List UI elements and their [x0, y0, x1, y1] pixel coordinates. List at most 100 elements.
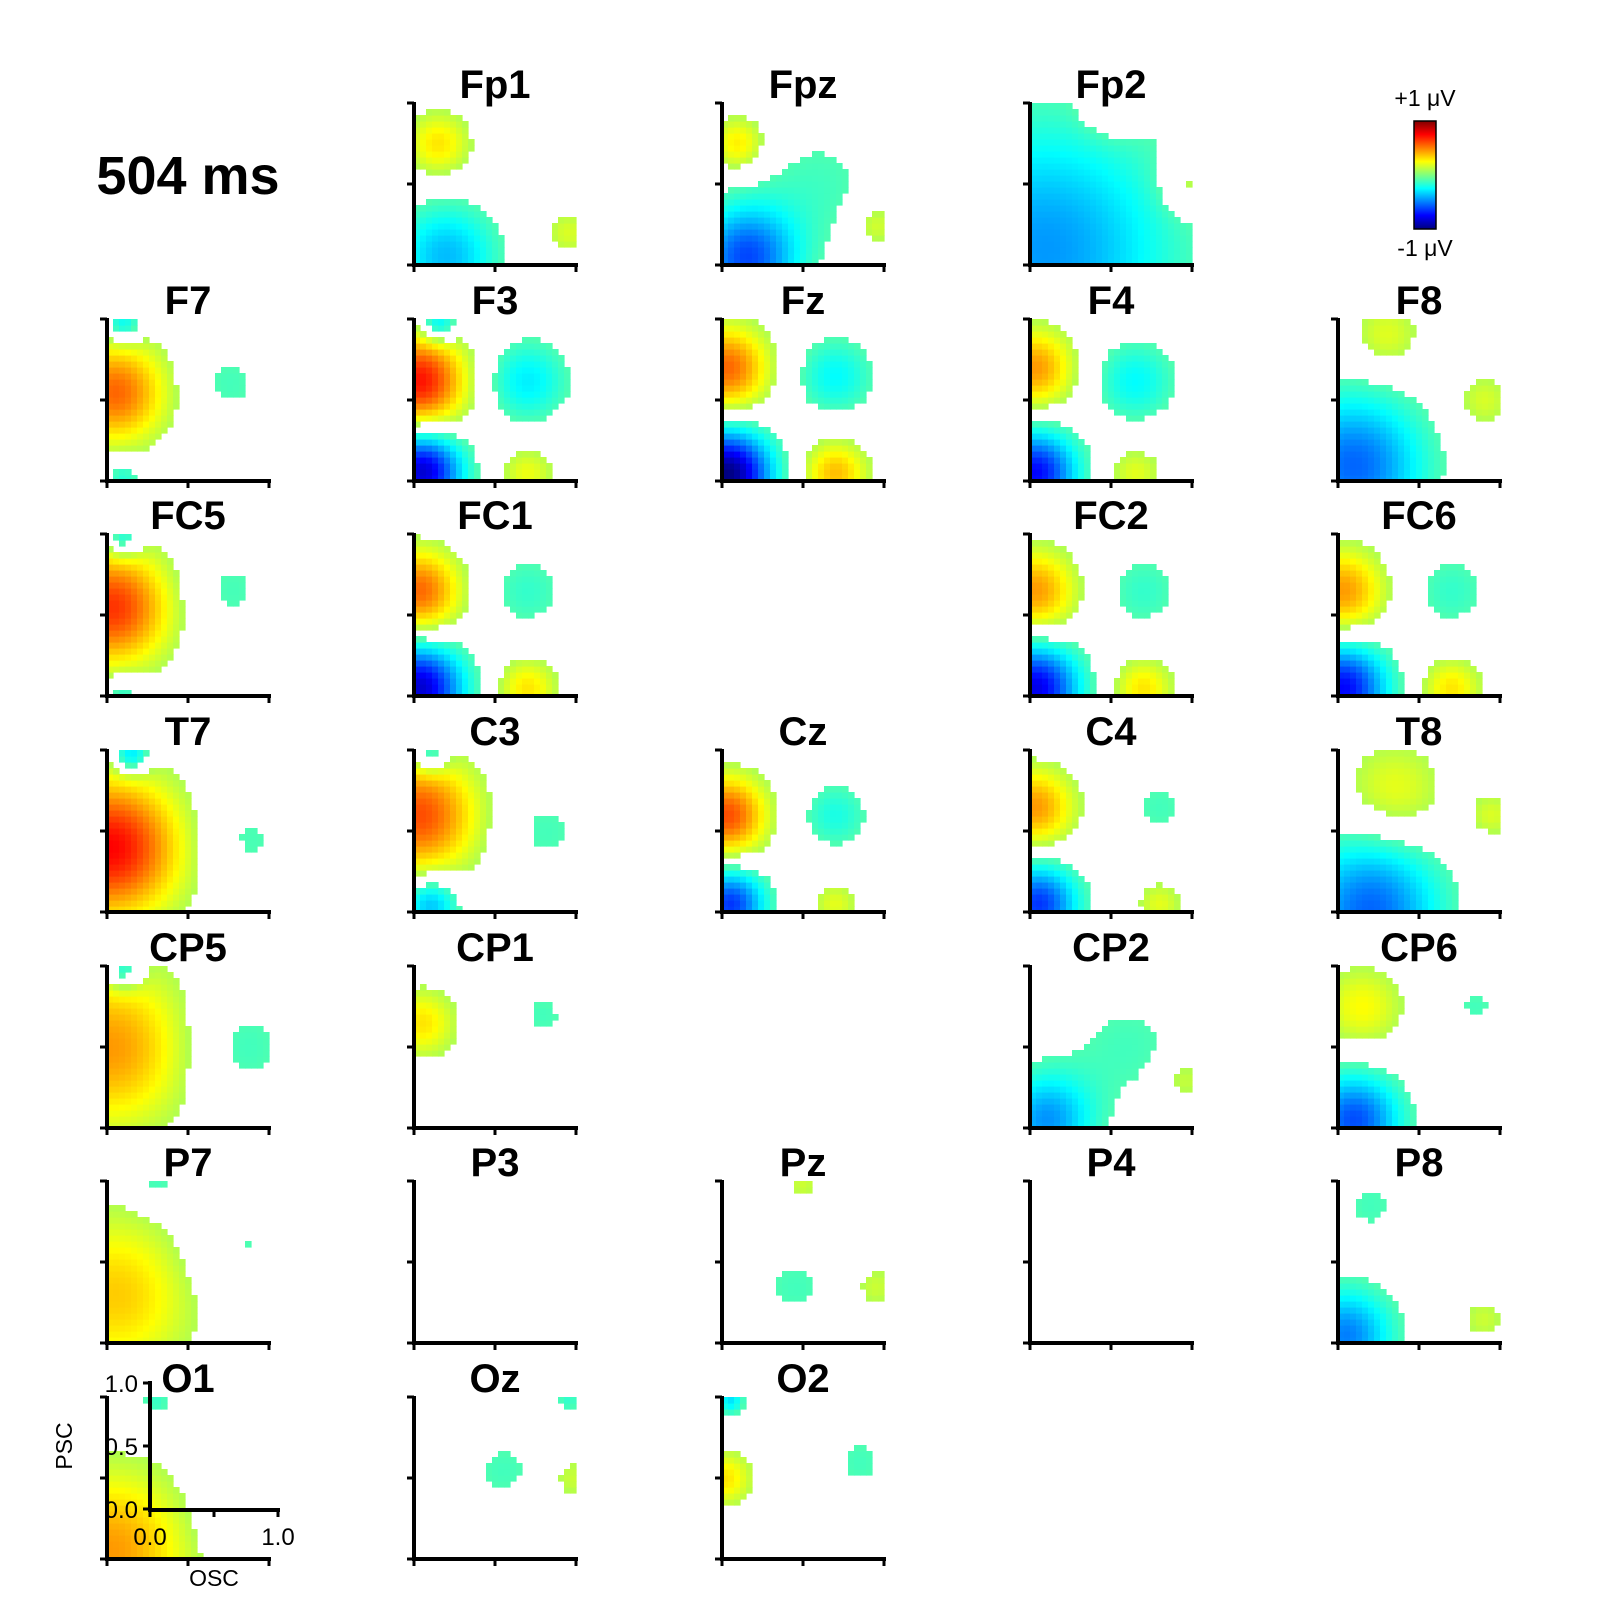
heat-cell: [498, 385, 505, 392]
heat-cell: [534, 576, 541, 583]
heat-cell: [746, 337, 753, 344]
heat-cell: [432, 157, 439, 164]
heat-cell: [420, 151, 427, 158]
heat-cell: [456, 654, 463, 661]
heat-cell: [438, 205, 445, 212]
heat-cell: [1030, 475, 1037, 482]
heat-cell: [740, 253, 747, 260]
heat-cell: [1374, 439, 1381, 446]
heat-cell: [734, 762, 741, 769]
heat-cell: [764, 385, 771, 392]
heat-cell: [1048, 127, 1055, 134]
heat-cell: [1162, 678, 1169, 685]
heat-cell: [1344, 475, 1351, 482]
heat-cell: [740, 199, 747, 206]
heat-cell: [125, 876, 132, 883]
heat-cell: [510, 457, 517, 464]
heat-cell: [167, 900, 174, 907]
heat-cell: [1030, 337, 1037, 344]
heat-cell: [1144, 247, 1151, 254]
heat-cell: [450, 840, 457, 847]
heat-cell: [107, 564, 114, 571]
heat-cell: [149, 421, 156, 428]
heat-cell: [740, 139, 747, 146]
heat-cell: [758, 325, 765, 332]
heat-cell: [722, 343, 729, 350]
heat-cell: [456, 409, 463, 416]
heat-cell: [432, 678, 439, 685]
heat-cell: [131, 367, 138, 374]
heat-cell: [830, 169, 837, 176]
heat-cell: [420, 241, 427, 248]
map-fz: Fz: [715, 279, 886, 488]
heat-cell: [1374, 451, 1381, 458]
heat-cell: [1054, 229, 1061, 236]
heat-cell: [1422, 439, 1429, 446]
heat-cell: [1356, 427, 1363, 434]
heat-cell: [1344, 391, 1351, 398]
heat-cell: [1392, 445, 1399, 452]
heat-cell: [522, 337, 529, 344]
heat-cell: [137, 385, 144, 392]
heat-cell: [812, 223, 819, 230]
heat-cell: [1048, 115, 1055, 122]
heat-cell: [776, 199, 783, 206]
heat-cell: [143, 403, 150, 410]
heat-cell: [752, 121, 759, 128]
heat-cell: [456, 151, 463, 158]
heat-cell: [107, 762, 114, 769]
heat-cell: [1132, 229, 1139, 236]
heat-cell: [1048, 157, 1055, 164]
heat-cell: [1066, 229, 1073, 236]
heat-cell: [1350, 421, 1357, 428]
heat-cell: [119, 870, 126, 877]
heat-cell: [848, 397, 855, 404]
heat-cell: [728, 421, 735, 428]
heat-cell: [426, 127, 433, 134]
heat-cell: [450, 163, 457, 170]
heat-cell: [1398, 337, 1405, 344]
heat-cell: [806, 469, 813, 476]
heat-cell: [1362, 654, 1369, 661]
heat-cell: [516, 367, 523, 374]
heat-cell: [1338, 564, 1345, 571]
heat-cell: [1078, 223, 1085, 230]
heat-cell: [504, 582, 511, 589]
heat-cell: [728, 786, 735, 793]
heat-cell: [1054, 205, 1061, 212]
heat-cell: [1356, 588, 1363, 595]
heat-cell: [426, 834, 433, 841]
heat-cell: [245, 834, 252, 841]
heat-cell: [414, 672, 421, 679]
heat-cell: [1368, 690, 1375, 697]
heat-cell: [1120, 247, 1127, 254]
heat-cell: [812, 163, 819, 170]
heat-cell: [167, 612, 174, 619]
electrode-label: F8: [1396, 279, 1443, 323]
heat-cell: [848, 475, 855, 482]
heat-cell: [149, 397, 156, 404]
heat-cell: [432, 846, 439, 853]
heat-cell: [1422, 421, 1429, 428]
heat-cell: [1344, 439, 1351, 446]
heat-cell: [1362, 552, 1369, 559]
heat-cell: [1380, 325, 1387, 332]
heat-cell: [1126, 684, 1133, 691]
heat-cell: [806, 187, 813, 194]
heat-cell: [1422, 415, 1429, 422]
heat-cell: [1386, 463, 1393, 470]
heat-cell: [167, 816, 174, 823]
heat-cell: [770, 205, 777, 212]
heat-cell: [161, 588, 168, 595]
heat-cell: [1120, 678, 1127, 685]
heat-cell: [746, 151, 753, 158]
heat-cell: [1338, 678, 1345, 685]
heat-cell: [1150, 253, 1157, 260]
heat-cell: [155, 780, 162, 787]
heat-cell: [125, 750, 132, 757]
heat-cell: [486, 247, 493, 254]
heat-cell: [764, 337, 771, 344]
heat-cell: [131, 816, 138, 823]
heat-cell: [558, 223, 565, 230]
heat-cell: [179, 606, 186, 613]
